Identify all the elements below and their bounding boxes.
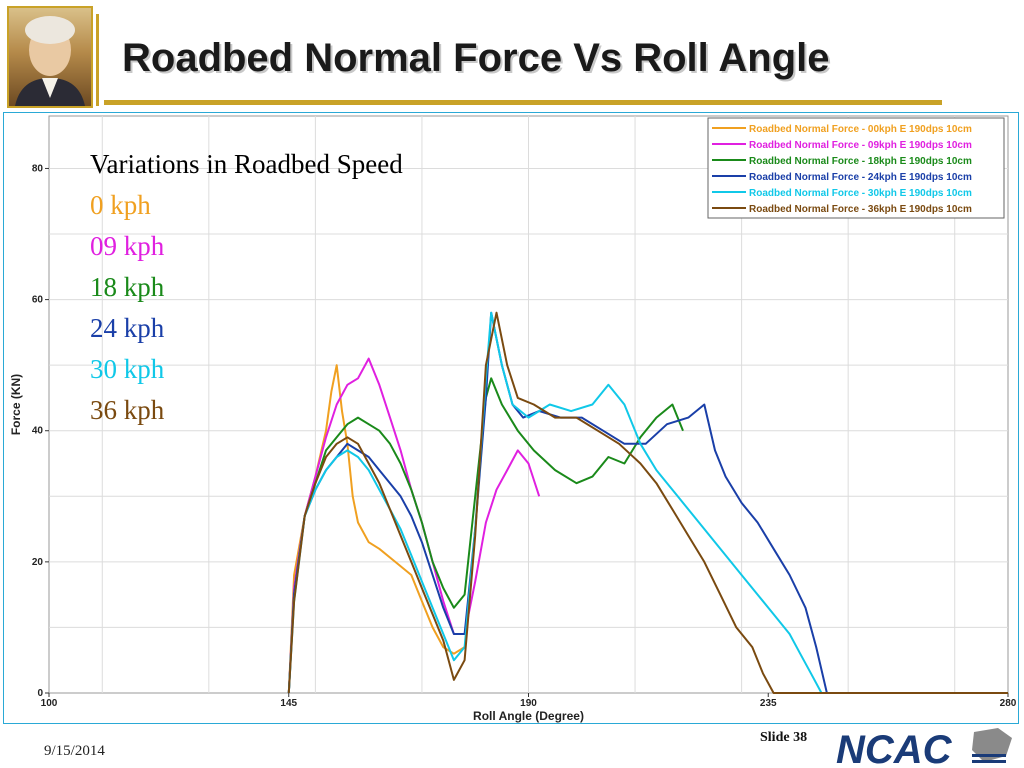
- ncac-logo: NCAC: [836, 728, 1012, 768]
- x-tick-label: 145: [280, 698, 297, 709]
- y-tick-label: 0: [37, 688, 43, 699]
- speed-label: 30 kph: [90, 354, 165, 384]
- legend-entry: Roadbed Normal Force - 18kph E 190dps 10…: [749, 156, 972, 167]
- footer-date: 9/15/2014: [44, 743, 105, 759]
- x-tick-label: 100: [41, 698, 58, 709]
- x-tick-label: 280: [1000, 698, 1017, 709]
- speed-annotation-list: 0 kph 09 kph 18 kph 24 kph 30 kph 36 kph: [90, 185, 403, 431]
- speed-label: 0 kph: [90, 190, 151, 220]
- y-axis-label: Force (KN): [9, 374, 23, 435]
- speed-annotation: Variations in Roadbed Speed 0 kph 09 kph 1…: [90, 144, 403, 431]
- logo-stripe-1: [972, 754, 1006, 757]
- chart-frame: [3, 112, 1019, 724]
- legend-entry: Roadbed Normal Force - 30kph E 190dps 10…: [749, 188, 972, 199]
- x-axis-label: Roll Angle (Degree): [473, 709, 584, 723]
- title-underline: [104, 100, 942, 105]
- y-tick-label: 20: [32, 557, 44, 568]
- x-tick-label: 235: [760, 698, 777, 709]
- legend-entry: Roadbed Normal Force - 24kph E 190dps 10…: [749, 172, 972, 183]
- logo-map-shape: [972, 728, 1012, 762]
- legend-entry: Roadbed Normal Force - 09kph E 190dps 10…: [749, 140, 972, 151]
- series-line: [287, 377, 684, 694]
- speed-label: 18 kph: [90, 272, 165, 302]
- y-tick-label: 60: [32, 295, 44, 306]
- x-tick-label: 190: [520, 698, 537, 709]
- legend-entry: Roadbed Normal Force - 36kph E 190dps 10…: [749, 204, 972, 215]
- legend-box: [707, 117, 1005, 219]
- title-side-rule: [96, 14, 99, 106]
- series-line: [287, 311, 823, 694]
- legend-entry: Roadbed Normal Force - 00kph E 190dps 10…: [749, 124, 972, 135]
- series-line: [287, 311, 1008, 694]
- slide-number: Slide 38: [760, 730, 808, 745]
- slide-title: Roadbed Normal Force Vs Roll Angle: [122, 36, 830, 80]
- y-tick-label: 40: [32, 426, 44, 437]
- speed-label: 36 kph: [90, 395, 165, 425]
- y-tick-label: 80: [32, 163, 44, 174]
- speed-annotation-heading: Variations in Roadbed Speed: [90, 149, 403, 179]
- portrait-image: [7, 6, 93, 108]
- logo-text: NCAC: [836, 728, 953, 768]
- speed-label: 09 kph: [90, 231, 165, 261]
- portrait-illustration: [15, 16, 85, 106]
- logo-stripe-2: [972, 760, 1006, 763]
- speed-label: 24 kph: [90, 313, 165, 343]
